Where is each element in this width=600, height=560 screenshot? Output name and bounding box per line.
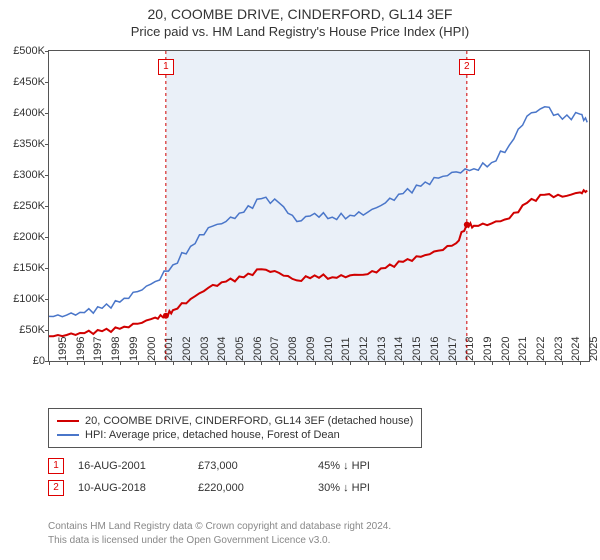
legend-item: HPI: Average price, detached house, Fore… [57,429,413,441]
y-axis-tick: £150K [13,262,49,274]
legend-label: 20, COOMBE DRIVE, CINDERFORD, GL14 3EF (… [85,415,413,427]
y-axis-tick: £300K [13,169,49,181]
y-axis-tick: £250K [13,200,49,212]
chart-subtitle: Price paid vs. HM Land Registry's House … [0,24,600,39]
sale-marker: 1 [158,59,174,75]
sale-date: 10-AUG-2018 [78,482,198,494]
sale-marker-icon: 1 [48,458,64,474]
sale-marker: 2 [459,59,475,75]
sale-row: 1 16-AUG-2001 £73,000 45% ↓ HPI [48,458,438,474]
footer-attribution: Contains HM Land Registry data © Crown c… [48,520,391,548]
chart-plot-area: £0£50K£100K£150K£200K£250K£300K£350K£400… [48,50,590,362]
sale-marker-icon: 2 [48,480,64,496]
sale-row: 2 10-AUG-2018 £220,000 30% ↓ HPI [48,480,438,496]
y-axis-tick: £200K [13,231,49,243]
legend-label: HPI: Average price, detached house, Fore… [85,429,340,441]
y-axis-tick: £500K [13,45,49,57]
y-axis-tick: £400K [13,107,49,119]
y-axis-tick: £450K [13,76,49,88]
sale-dot [163,313,169,319]
sales-list: 1 16-AUG-2001 £73,000 45% ↓ HPI 2 10-AUG… [48,452,438,502]
legend-item: 20, COOMBE DRIVE, CINDERFORD, GL14 3EF (… [57,415,413,427]
sale-vs-hpi: 30% ↓ HPI [318,482,438,494]
sale-price: £220,000 [198,482,318,494]
y-axis-tick: £100K [13,293,49,305]
y-axis-tick: £350K [13,138,49,150]
sale-date: 16-AUG-2001 [78,460,198,472]
chart-title: 20, COOMBE DRIVE, CINDERFORD, GL14 3EF [0,6,600,22]
line-series [49,107,587,317]
sale-dot [464,222,470,228]
sale-price: £73,000 [198,460,318,472]
legend: 20, COOMBE DRIVE, CINDERFORD, GL14 3EF (… [48,408,422,448]
line-series [49,190,587,336]
sale-vs-hpi: 45% ↓ HPI [318,460,438,472]
